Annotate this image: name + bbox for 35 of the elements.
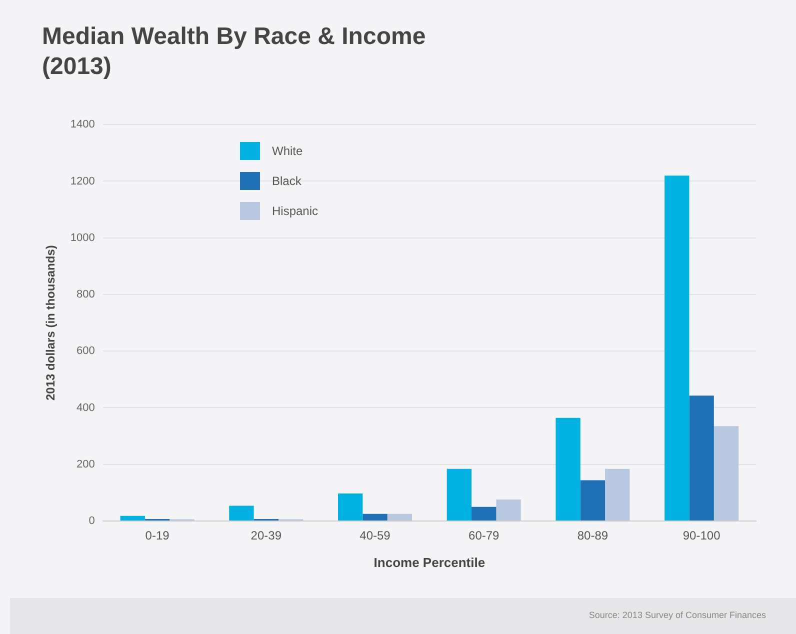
bar	[556, 418, 580, 520]
y-tick-label: 1200	[70, 175, 95, 188]
y-tick-label: 800	[76, 288, 95, 301]
x-tick-label: 40-59	[360, 528, 391, 543]
bar	[387, 514, 412, 520]
y-tick-label: 1400	[70, 118, 95, 131]
x-tick-label: 90-100	[682, 528, 721, 543]
legend-label: White	[272, 144, 303, 158]
legend-label: Black	[272, 174, 302, 188]
bar	[580, 480, 606, 520]
bar	[120, 516, 145, 520]
y-tick-label: 1000	[70, 232, 95, 244]
y-axis-title: 2013 dollars (in thousands)	[44, 245, 58, 400]
source-note: Source: 2013 Survey of Consumer Finances	[588, 610, 766, 620]
y-tick-label: 400	[76, 402, 95, 414]
bar	[338, 494, 363, 520]
bar	[229, 506, 254, 520]
bar	[689, 396, 714, 520]
bar	[362, 514, 388, 520]
bar	[446, 468, 472, 520]
bar	[714, 426, 739, 520]
y-tick-label: 200	[76, 458, 95, 470]
bar	[664, 176, 690, 520]
x-tick-label: 80-89	[577, 528, 608, 543]
legend-label: Hispanic	[272, 204, 318, 218]
chart-title: Median Wealth By Race & Income (2013)	[42, 22, 426, 82]
bar	[605, 468, 630, 520]
x-tick-label: 0-19	[145, 528, 170, 543]
bar	[472, 506, 496, 520]
x-tick-label: 60-79	[468, 528, 500, 543]
bar	[496, 499, 521, 520]
y-tick-label: 600	[76, 345, 95, 358]
y-tick-label: 0	[88, 515, 95, 528]
x-tick-label: 20-39	[250, 528, 282, 543]
x-axis-title: Income Percentile	[374, 554, 486, 570]
